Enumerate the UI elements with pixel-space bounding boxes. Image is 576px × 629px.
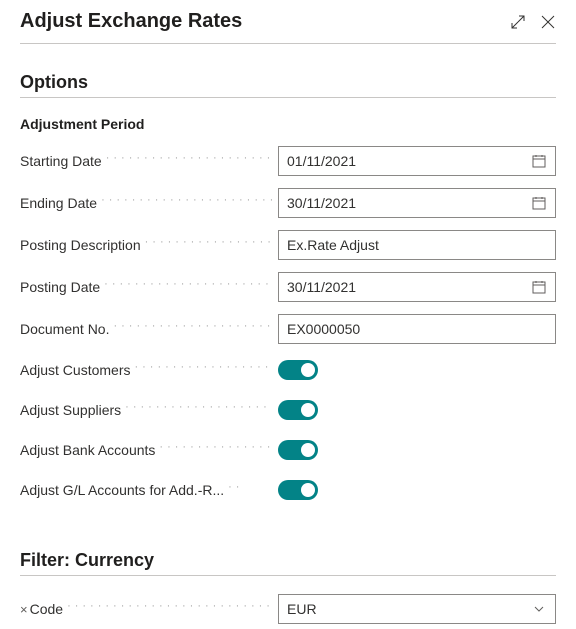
dotted-leader: ········································… — [67, 602, 272, 616]
dotted-leader: ········································… — [125, 403, 272, 417]
adjust-gl-accounts-toggle[interactable] — [278, 480, 318, 500]
field-posting-date: Posting Date ···························… — [20, 272, 556, 302]
field-posting-description: Posting Description ····················… — [20, 230, 556, 260]
code-lookup-input[interactable]: EUR — [278, 594, 556, 624]
section-options: Options — [20, 72, 556, 98]
field-label: Code — [30, 601, 63, 617]
label-wrap: Ending Date ····························… — [20, 195, 278, 211]
field-document-no: Document No. ···························… — [20, 314, 556, 344]
dotted-leader: ········································… — [159, 443, 272, 457]
chevron-down-icon[interactable] — [531, 601, 547, 617]
toggle-knob — [301, 483, 315, 497]
expand-icon[interactable] — [510, 14, 526, 30]
title-bar: Adjust Exchange Rates — [20, 10, 556, 39]
field-label: Ending Date — [20, 195, 97, 211]
toggle-knob — [301, 403, 315, 417]
field-control — [278, 360, 556, 380]
field-starting-date: Starting Date ··························… — [20, 146, 556, 176]
calendar-icon[interactable] — [531, 195, 547, 211]
field-adjust-gl-accounts: Adjust G/L Accounts for Add.-R... ·· — [20, 476, 556, 504]
dotted-leader: ········································… — [113, 322, 272, 336]
field-code: × Code ·································… — [20, 594, 556, 624]
input-value: EX0000050 — [287, 321, 547, 337]
toggle-knob — [301, 443, 315, 457]
field-label: Adjust G/L Accounts for Add.-R... — [20, 482, 224, 498]
field-control — [278, 480, 556, 500]
adjust-bank-accounts-toggle[interactable] — [278, 440, 318, 460]
dotted-leader: ········································… — [104, 280, 272, 294]
dotted-leader: ········································… — [134, 363, 272, 377]
input-value: 30/11/2021 — [287, 195, 531, 211]
page-title: Adjust Exchange Rates — [20, 10, 242, 33]
field-label: Adjust Bank Accounts — [20, 442, 155, 458]
field-control: 30/11/2021 — [278, 188, 556, 218]
calendar-icon[interactable] — [531, 153, 547, 169]
adjust-suppliers-toggle[interactable] — [278, 400, 318, 420]
label-wrap: Starting Date ··························… — [20, 153, 278, 169]
label-wrap: Adjust Bank Accounts ···················… — [20, 442, 278, 458]
input-value: Ex.Rate Adjust — [287, 237, 547, 253]
group-adjustment-period: Adjustment Period — [20, 116, 556, 132]
starting-date-input[interactable]: 01/11/2021 — [278, 146, 556, 176]
field-control — [278, 400, 556, 420]
field-control: 30/11/2021 — [278, 272, 556, 302]
field-adjust-customers: Adjust Customers ·······················… — [20, 356, 556, 384]
posting-date-input[interactable]: 30/11/2021 — [278, 272, 556, 302]
label-wrap: Adjust Customers ·······················… — [20, 362, 278, 378]
close-icon[interactable] — [540, 14, 556, 30]
field-control: Ex.Rate Adjust — [278, 230, 556, 260]
input-value: 30/11/2021 — [287, 279, 531, 295]
toggle-knob — [301, 363, 315, 377]
adjust-customers-toggle[interactable] — [278, 360, 318, 380]
label-wrap: × Code ·································… — [20, 601, 278, 617]
clear-filter-icon[interactable]: × — [20, 602, 28, 617]
field-adjust-suppliers: Adjust Suppliers ·······················… — [20, 396, 556, 424]
input-value: 01/11/2021 — [287, 153, 531, 169]
dotted-leader: ·· — [228, 483, 272, 497]
field-label: Posting Date — [20, 279, 100, 295]
field-adjust-bank-accounts: Adjust Bank Accounts ···················… — [20, 436, 556, 464]
posting-description-input[interactable]: Ex.Rate Adjust — [278, 230, 556, 260]
field-label: Document No. — [20, 321, 109, 337]
field-label: Adjust Suppliers — [20, 402, 121, 418]
field-label: Posting Description — [20, 237, 141, 253]
dotted-leader: ········································… — [106, 154, 272, 168]
field-control — [278, 440, 556, 460]
ending-date-input[interactable]: 30/11/2021 — [278, 188, 556, 218]
label-wrap: Posting Date ···························… — [20, 279, 278, 295]
label-wrap: Adjust G/L Accounts for Add.-R... ·· — [20, 482, 278, 498]
dialog-window: Adjust Exchange Rates Options Adjustment… — [0, 0, 576, 629]
dotted-leader: ········································… — [101, 196, 272, 210]
label-wrap: Adjust Suppliers ·······················… — [20, 402, 278, 418]
spacer — [20, 516, 556, 550]
field-control: EUR — [278, 594, 556, 624]
field-label: Adjust Customers — [20, 362, 130, 378]
label-wrap: Document No. ···························… — [20, 321, 278, 337]
field-label: Starting Date — [20, 153, 102, 169]
divider — [20, 43, 556, 44]
document-no-input[interactable]: EX0000050 — [278, 314, 556, 344]
input-value: EUR — [287, 601, 531, 617]
title-bar-actions — [510, 14, 556, 30]
field-control: 01/11/2021 — [278, 146, 556, 176]
calendar-icon[interactable] — [531, 279, 547, 295]
section-filter-currency: Filter: Currency — [20, 550, 556, 576]
field-ending-date: Ending Date ····························… — [20, 188, 556, 218]
dotted-leader: ········································… — [145, 238, 272, 252]
label-wrap: Posting Description ····················… — [20, 237, 278, 253]
field-control: EX0000050 — [278, 314, 556, 344]
